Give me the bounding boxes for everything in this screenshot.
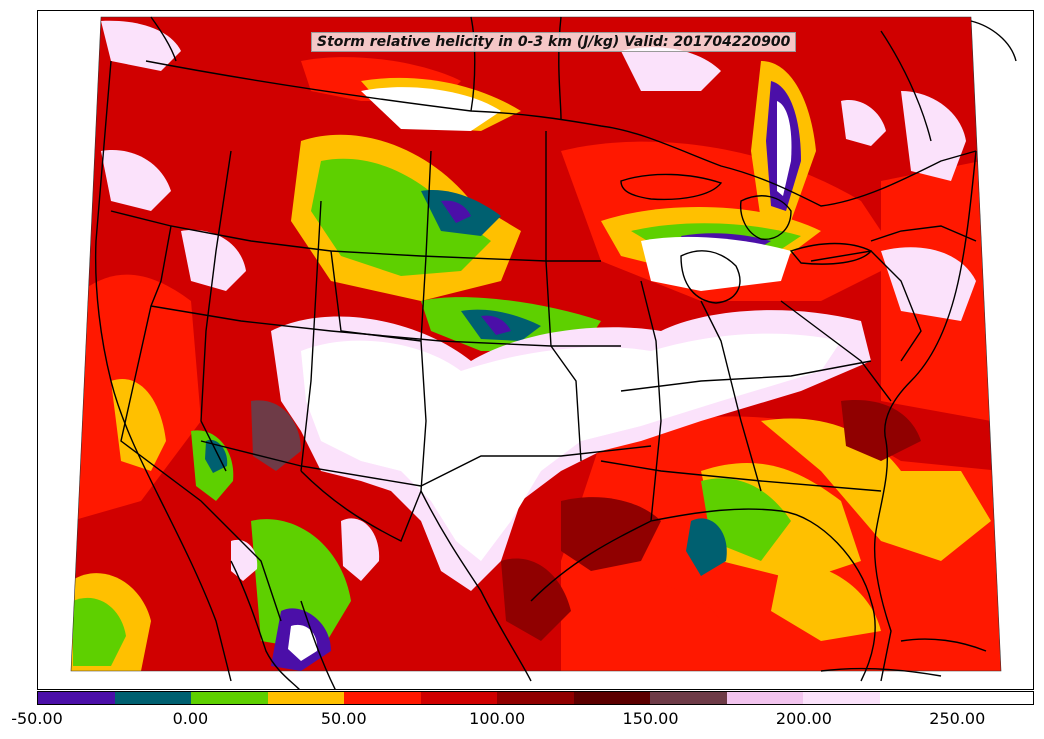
map-panel: Storm relative helicity in 0-3 km (J/kg)…	[37, 10, 1034, 690]
boundary-lines	[70, 16, 1017, 689]
map-title: Storm relative helicity in 0-3 km (J/kg)…	[311, 32, 797, 52]
colorbar-segment	[38, 692, 115, 704]
colorbar-segment	[879, 692, 957, 704]
colorbar-segment	[650, 692, 727, 704]
colorbar-segment	[344, 692, 421, 704]
colorbar-tick-label: 150.00	[622, 709, 679, 728]
colorbar-segment	[191, 692, 268, 704]
colorbar	[37, 691, 1034, 705]
colorbar-segment	[573, 692, 651, 704]
colorbar-segment	[114, 692, 192, 704]
helicity-field	[71, 17, 1001, 671]
colorbar-segment	[497, 692, 574, 704]
colorbar-segment	[420, 692, 498, 704]
colorbar-segment	[267, 692, 345, 704]
colorbar-tick-label: -50.00	[11, 709, 63, 728]
colorbar-tick-label: 200.00	[775, 709, 832, 728]
colorbar-segment	[956, 692, 1033, 704]
colorbar-segment	[726, 692, 804, 704]
colorbar-tick-label: 250.00	[929, 709, 986, 728]
helicity-map	[70, 16, 1017, 689]
colorbar-tick-label: 100.00	[469, 709, 526, 728]
colorbar-segment	[803, 692, 880, 704]
colorbar-tick-label: 50.00	[320, 709, 367, 728]
colorbar-tick-label: 0.00	[172, 709, 209, 728]
